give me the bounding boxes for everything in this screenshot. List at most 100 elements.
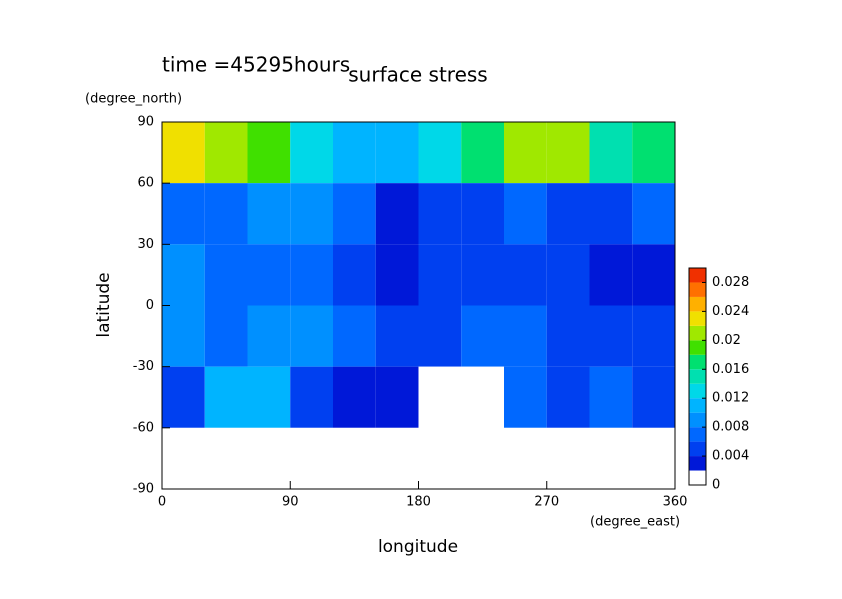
cell: [333, 305, 376, 367]
cell: [375, 244, 419, 306]
colorbar-band: [689, 412, 706, 428]
cell: [632, 122, 675, 184]
colorbar-tick-label: 0: [712, 478, 720, 493]
cell: [504, 183, 547, 245]
cell: [461, 122, 504, 184]
cell: [333, 244, 376, 306]
cell: [504, 366, 547, 428]
cell: [589, 183, 633, 245]
cell: [418, 427, 462, 489]
colorbar-tick-label: 0.008: [712, 420, 749, 435]
cell: [290, 183, 333, 245]
colorbar-band: [689, 296, 706, 312]
cell: [204, 366, 248, 428]
cell: [375, 305, 419, 367]
cell: [162, 427, 205, 489]
cell: [290, 366, 333, 428]
colorbar-band: [689, 369, 706, 384]
colorbar-tick-label: 0.02: [712, 333, 741, 348]
cell: [375, 366, 419, 428]
cell: [247, 366, 291, 428]
cell: [290, 122, 333, 184]
x-tick-label: 90: [282, 495, 299, 510]
cell: [632, 244, 675, 306]
cell: [589, 244, 633, 306]
cell: [418, 305, 462, 367]
cell: [418, 366, 462, 428]
cell: [204, 427, 248, 489]
cell: [333, 427, 376, 489]
x-tick-label: 270: [534, 495, 559, 510]
colorbar-band: [689, 282, 706, 297]
colorbar-band: [689, 311, 706, 326]
cell: [375, 183, 419, 245]
cell: [546, 244, 590, 306]
y-tick-label: 0: [146, 298, 154, 313]
cell: [333, 122, 376, 184]
cell: [504, 427, 547, 489]
colorbar-band: [689, 354, 706, 370]
y-axis-label: latitude: [94, 272, 114, 337]
cell: [204, 183, 248, 245]
y-tick-label: 60: [137, 176, 154, 191]
chart-title: surface stress: [348, 63, 487, 87]
cell: [589, 305, 633, 367]
cell: [546, 122, 590, 184]
colorbar-band: [689, 383, 706, 399]
cell: [290, 244, 333, 306]
colorbar-band: [689, 398, 706, 413]
cell: [546, 427, 590, 489]
cell: [162, 183, 205, 245]
colorbar-band: [689, 325, 706, 341]
colorbar-band: [689, 470, 706, 485]
colorbar-tick-label: 0.028: [712, 275, 749, 290]
y-tick-label: -60: [133, 420, 154, 435]
cell: [247, 305, 291, 367]
cell: [632, 305, 675, 367]
cell: [333, 183, 376, 245]
y-tick-label: -90: [133, 482, 154, 497]
x-tick-label: 180: [406, 495, 431, 510]
cell: [461, 183, 504, 245]
cell: [546, 305, 590, 367]
x-tick-label: 360: [663, 495, 688, 510]
cell: [247, 122, 291, 184]
chart-subtitle: time =45295hours: [162, 53, 350, 77]
colorbar-band: [689, 340, 706, 355]
cell: [546, 183, 590, 245]
colorbar-band: [689, 441, 706, 457]
cell: [546, 366, 590, 428]
cell: [162, 305, 205, 367]
cell: [204, 244, 248, 306]
cell: [632, 183, 675, 245]
cell: [375, 427, 419, 489]
cell: [204, 122, 248, 184]
cell: [418, 183, 462, 245]
cell: [247, 183, 291, 245]
x-axis-label: longitude: [378, 537, 458, 557]
colorbar-tick-label: 0.016: [712, 362, 749, 377]
cell: [418, 122, 462, 184]
colorbar-band: [689, 268, 706, 283]
cell: [589, 366, 633, 428]
colorbar-tick-label: 0.012: [712, 391, 749, 406]
x-tick-label: 0: [158, 495, 166, 510]
cell: [333, 366, 376, 428]
x-units: (degree_east): [590, 515, 680, 530]
cell: [162, 122, 205, 184]
y-units: (degree_north): [85, 92, 182, 107]
cell: [589, 122, 633, 184]
cell: [504, 244, 547, 306]
cell: [247, 244, 291, 306]
cell: [375, 122, 419, 184]
cell: [461, 427, 504, 489]
cell: [290, 305, 333, 367]
cell: [204, 305, 248, 367]
y-tick-label: 30: [137, 237, 154, 252]
colorbar-tick-label: 0.024: [712, 304, 749, 319]
cell: [461, 366, 504, 428]
cell: [461, 244, 504, 306]
colorbar-band: [689, 427, 706, 442]
y-tick-label: 90: [137, 115, 154, 130]
